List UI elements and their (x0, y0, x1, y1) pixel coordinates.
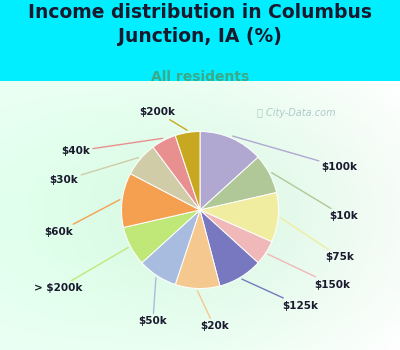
Wedge shape (200, 193, 278, 242)
Text: Income distribution in Columbus
Junction, IA (%): Income distribution in Columbus Junction… (28, 3, 372, 46)
Wedge shape (153, 135, 200, 210)
Text: $100k: $100k (233, 136, 358, 172)
Text: $20k: $20k (198, 291, 228, 331)
Wedge shape (142, 210, 200, 285)
Wedge shape (200, 210, 258, 286)
Text: $60k: $60k (44, 199, 120, 237)
Wedge shape (200, 210, 272, 263)
Text: $200k: $200k (139, 107, 187, 130)
Wedge shape (124, 210, 200, 263)
Text: $75k: $75k (280, 218, 354, 262)
Wedge shape (175, 132, 200, 210)
Text: $150k: $150k (268, 254, 350, 289)
Text: $40k: $40k (61, 138, 163, 156)
Text: > $200k: > $200k (34, 247, 128, 294)
Text: ⓘ City-Data.com: ⓘ City-Data.com (257, 108, 335, 118)
Text: $50k: $50k (138, 278, 167, 327)
Wedge shape (200, 157, 276, 210)
Wedge shape (200, 132, 258, 210)
Text: $10k: $10k (272, 173, 358, 221)
Wedge shape (130, 147, 200, 210)
Wedge shape (175, 210, 220, 288)
Text: All residents: All residents (151, 70, 249, 84)
Wedge shape (122, 174, 200, 228)
Text: $30k: $30k (50, 158, 138, 185)
Text: $125k: $125k (242, 279, 318, 311)
